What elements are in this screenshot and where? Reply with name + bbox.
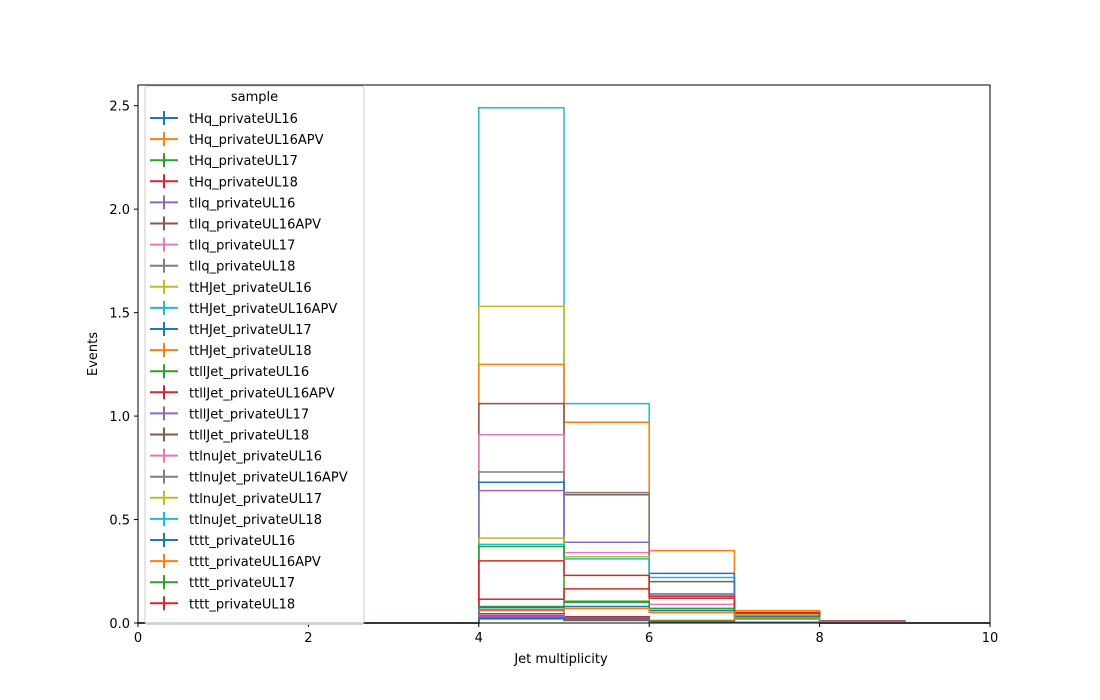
axes-frame: [137, 84, 991, 624]
legend-entry: ttlnuJet_privateUL18: [150, 511, 322, 528]
y-tick-label: 2.0: [109, 203, 130, 218]
legend-label: tttt_privateUL17: [189, 576, 295, 591]
x-tick-label: 4: [475, 631, 483, 646]
legend-entry: tHq_privateUL18: [150, 174, 298, 190]
y-tick-label: 1.0: [109, 410, 130, 425]
legend-label: ttllJet_privateUL18: [189, 429, 309, 444]
x-tick-label: 8: [815, 631, 823, 646]
legend-entry: tttt_privateUL16APV: [150, 554, 321, 570]
x-tick-label: 0: [134, 631, 142, 646]
legend-entry: tHq_privateUL16APV: [150, 132, 324, 148]
legend-label: ttHJet_privateUL18: [189, 344, 312, 359]
legend-label: ttlnuJet_privateUL16: [189, 450, 322, 465]
legend-label: tHq_privateUL18: [189, 175, 298, 190]
legend-entry: tHq_privateUL17: [150, 153, 298, 169]
legend-title: sample: [231, 90, 278, 105]
y-axis-label: Events: [86, 332, 101, 376]
legend-label: ttllJet_privateUL17: [189, 407, 309, 422]
legend-label: ttlnuJet_privateUL17: [189, 492, 322, 507]
legend-entry: tllq_privateUL17: [150, 237, 295, 254]
legend-label: ttHJet_privateUL16: [189, 281, 312, 296]
axes-layer: 0 2 4 6 8 10 0.0 0.5 1.0 1.5 2.0 2.5: [109, 84, 999, 646]
legend-entry: ttlnuJet_privateUL16: [150, 448, 322, 465]
legend-label: ttllJet_privateUL16APV: [189, 386, 335, 401]
legend-label: ttllJet_privateUL16: [189, 365, 309, 380]
legend-entry: ttlnuJet_privateUL17: [150, 490, 322, 507]
y-tick-label: 2.5: [109, 100, 130, 115]
legend-entry: tHq_privateUL16: [150, 111, 298, 127]
legend-label: ttlnuJet_privateUL18: [189, 513, 322, 528]
legend-entry: ttHJet_privateUL16APV: [150, 300, 337, 317]
x-axis-label: Jet multiplicity: [513, 652, 608, 667]
legend-entry: ttlnuJet_privateUL16APV: [150, 469, 348, 486]
legend-entry: ttHJet_privateUL18: [150, 343, 312, 359]
legend-label: tllq_privateUL17: [189, 239, 295, 254]
y-tick-label: 1.5: [109, 307, 130, 322]
legend-label: tHq_privateUL16: [189, 112, 298, 127]
legend-label: ttHJet_privateUL17: [189, 323, 312, 338]
legend-label: tllq_privateUL16APV: [189, 218, 321, 233]
legend-label: tttt_privateUL16APV: [189, 555, 321, 570]
y-tick-label: 0.0: [109, 617, 130, 632]
legend-entry: ttllJet_privateUL18: [150, 427, 309, 444]
legend-entry: ttllJet_privateUL17: [150, 406, 309, 422]
legend-box: [144, 85, 365, 625]
legend-entry: tllq_privateUL16APV: [150, 216, 321, 233]
legend-entry: ttllJet_privateUL16APV: [150, 385, 335, 401]
legend-label: ttHJet_privateUL16APV: [189, 302, 337, 317]
y-tick-label: 0.5: [109, 514, 130, 529]
legend-entry: ttHJet_privateUL17: [150, 322, 312, 338]
legend-entry: tttt_privateUL16: [150, 533, 295, 549]
legend-label: ttlnuJet_privateUL16APV: [189, 471, 348, 486]
legend-label: tllq_privateUL18: [189, 260, 295, 275]
legend-entry: tllq_privateUL16: [150, 195, 295, 211]
legend-label: tHq_privateUL16APV: [189, 133, 324, 148]
x-tick-label: 10: [982, 631, 999, 646]
legend-label: tttt_privateUL16: [189, 534, 295, 549]
legend-label: tttt_privateUL18: [189, 597, 295, 612]
x-tick-label: 2: [304, 631, 312, 646]
legend-entry: tttt_privateUL18: [150, 596, 295, 612]
legend-entry: ttllJet_privateUL16: [150, 364, 309, 380]
legend-label: tHq_privateUL17: [189, 154, 298, 169]
legend-entry: tllq_privateUL18: [150, 258, 295, 275]
legend: sample tHq_privateUL16 tHq_privateUL16APVt…: [144, 85, 365, 625]
legend-label: tllq_privateUL16: [189, 196, 295, 211]
legend-entry: tttt_privateUL17: [150, 575, 295, 591]
x-tick-label: 6: [645, 631, 653, 646]
legend-entry: ttHJet_privateUL16: [150, 279, 312, 296]
